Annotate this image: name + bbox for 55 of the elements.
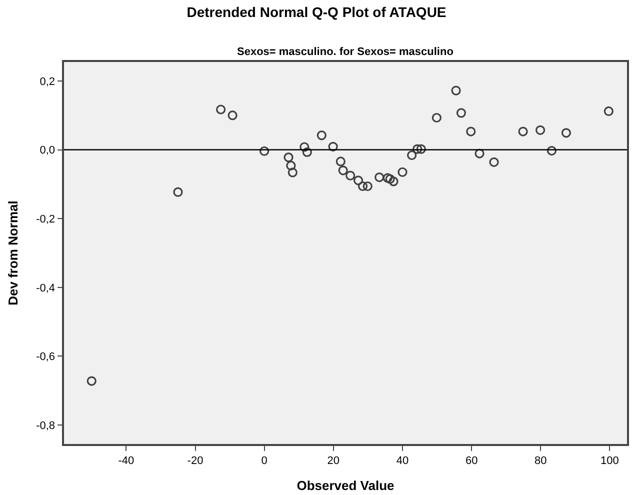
point	[216, 104, 226, 114]
x-tick-label: -40	[118, 454, 134, 467]
point	[173, 187, 183, 197]
x-tick-label: 20	[327, 454, 340, 467]
point	[286, 160, 296, 170]
point	[336, 156, 346, 166]
x-tick-label: 100	[600, 454, 619, 467]
point	[561, 128, 572, 138]
point	[456, 108, 466, 118]
point	[432, 112, 442, 123]
y-tick-label: -0,2	[36, 213, 56, 226]
point	[546, 146, 556, 156]
point	[407, 150, 417, 160]
point	[302, 147, 312, 157]
point	[466, 126, 476, 136]
point	[474, 148, 484, 158]
chart-subtitle: Sexos= masculino. for Sexos= masculino	[237, 46, 454, 58]
point	[412, 144, 422, 154]
point	[489, 157, 499, 167]
y-tick-label: 0,0	[40, 144, 56, 157]
point	[284, 152, 294, 162]
point	[316, 130, 326, 140]
y-tick-label: -0,4	[36, 282, 56, 294]
point	[353, 176, 364, 186]
point	[300, 142, 310, 152]
point	[388, 176, 398, 186]
point	[86, 376, 96, 386]
y-tick-label: -0,8	[36, 420, 56, 432]
point	[451, 86, 461, 96]
x-tick-label: 80	[534, 454, 547, 467]
x-tick-label: 40	[396, 454, 409, 467]
point	[385, 174, 395, 184]
y-tick-label: -0,6	[36, 351, 56, 364]
point	[346, 170, 356, 180]
point	[536, 125, 546, 135]
x-axis-title: Observed Value	[296, 478, 394, 494]
y-axis-title: Dev from Normal	[6, 200, 21, 306]
chart-title: Detrended Normal Q-Q Plot of ATAQUE	[186, 4, 446, 20]
x-tick-label: 60	[465, 454, 478, 467]
point	[416, 144, 426, 154]
point	[328, 142, 338, 152]
y-tick-label: 0,2	[40, 76, 56, 88]
point	[288, 168, 298, 178]
point	[398, 167, 408, 177]
x-tick-label: 0	[261, 454, 268, 467]
point	[228, 110, 238, 120]
point	[374, 172, 384, 182]
point	[604, 106, 614, 116]
point	[362, 181, 372, 192]
x-tick-label: -20	[187, 454, 204, 467]
point	[338, 166, 348, 176]
point	[382, 173, 392, 183]
point	[518, 126, 528, 136]
point	[260, 146, 270, 156]
point	[358, 181, 368, 192]
